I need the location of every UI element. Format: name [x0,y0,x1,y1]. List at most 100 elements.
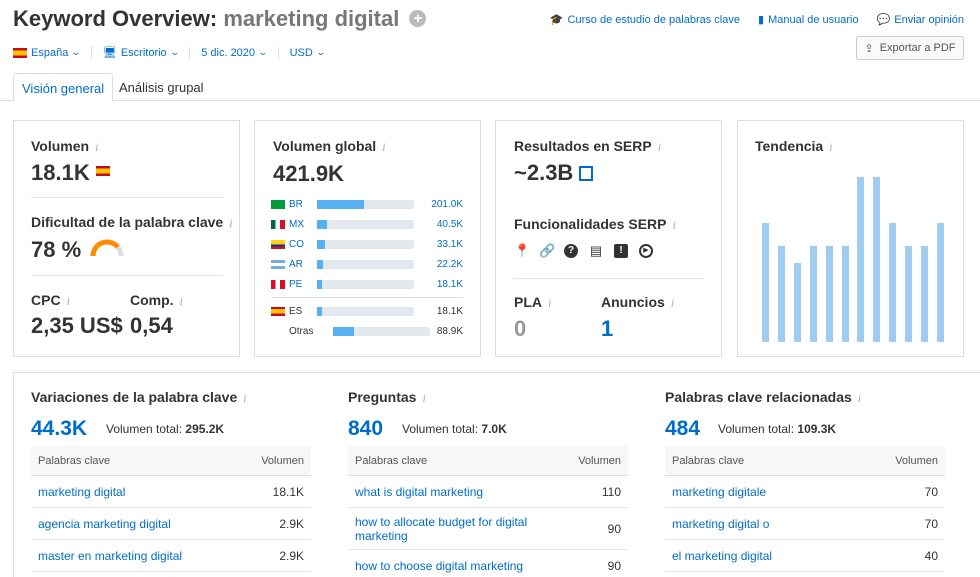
col-keyword-header[interactable]: Palabras clave [38,454,111,467]
tabs-bar: Visión general Análisis grupal [0,72,980,102]
tab-group-analysis[interactable]: Análisis grupal [119,80,204,95]
serp-snapshot-icon[interactable] [579,166,594,181]
difficulty-gauge-icon [90,239,124,257]
trend-bar[interactable] [936,223,944,342]
comp-value: 0,54 [130,313,173,338]
keyword-volume: 2.9K [279,516,304,531]
trend-bar[interactable] [794,262,802,342]
country-volume: 201.0K [431,198,463,210]
serp-card: Resultados en SERP i ~2.3B Funcionalidade… [495,120,722,357]
info-icon[interactable]: i [229,216,233,230]
col-volume-header[interactable]: Volumen [261,454,304,467]
trend-bar[interactable] [873,177,881,342]
location-pin-icon[interactable]: 📍 [514,243,531,258]
serp-results-value: ~2.3B [514,160,594,186]
add-plus-icon[interactable]: + [409,10,427,27]
comp-label-text: Comp. [130,292,174,308]
info-icon[interactable]: i [670,296,675,310]
country-row[interactable]: BR 201.0K [271,194,463,214]
info-icon[interactable]: i [857,391,862,405]
country-share-fill [317,306,322,316]
country-volume: 33.1K [436,238,463,250]
date-select[interactable]: 5 dic. 2020 ⌄ [189,46,277,59]
related-total: Volumen total: 109.3K [718,422,836,436]
ads-value[interactable]: 1 [601,316,614,341]
info-icon[interactable]: i [422,391,426,405]
country-row[interactable]: CO 33.1K [271,234,463,254]
table-row: el marketing digital 40 [665,540,945,572]
variations-label: Variaciones de la palabra clave i [31,389,247,406]
col-volume-header[interactable]: Volumen [895,454,938,467]
keyword-volume: 40 [924,548,938,563]
col-keyword-header[interactable]: Palabras clave [355,454,428,467]
export-pdf-button[interactable]: ⇪ Exportar a PDF [856,36,964,60]
country-select[interactable]: España ⌄ [13,47,91,59]
country-row[interactable]: MX 40.5K [271,214,463,234]
graduation-cap-icon: 🎓 [549,14,564,26]
country-value: España [31,46,69,59]
trend-bar[interactable] [904,246,912,342]
global-volume-value: 421.9K [273,161,344,186]
ads-label-text: Anuncios [601,294,665,310]
currency-select[interactable]: USD ⌄ [277,46,336,59]
keyword-link[interactable]: what is digital marketing [355,484,484,499]
device-select[interactable]: 🖥 Escritorio ⌄ [90,46,189,59]
trend-bar[interactable] [778,246,786,342]
trend-bar[interactable] [857,177,865,342]
trend-bar[interactable] [889,223,897,342]
country-row[interactable]: AR 22.2K [271,254,463,274]
info-icon[interactable]: i [66,294,70,308]
trend-bar[interactable] [825,246,833,342]
cpc-label-text: CPC [31,292,61,308]
document-icon[interactable]: ▤ [589,243,603,258]
trend-bar[interactable] [762,223,770,342]
variations-table: Palabras clave Volumen marketing digital 18… [31,446,311,572]
keyword-link[interactable]: how to choose digital marketing [355,558,524,573]
table-header: Palabras clave Volumen [31,446,311,476]
variations-count[interactable]: 44.3K [31,417,88,440]
keyword-link[interactable]: marketing digitale [672,484,767,499]
keyword-link[interactable]: marketing digital [38,484,126,499]
course-link[interactable]: 🎓 Curso de estudio de palabras clave [550,13,740,26]
keyword-link[interactable]: agencia marketing digital [38,516,171,531]
keyword-link[interactable]: master en marketing digital [38,548,183,563]
trend-bar[interactable] [809,246,817,342]
related-table: Palabras clave Volumen marketing digitale 7… [665,446,945,572]
info-icon[interactable]: i [672,218,676,232]
country-share-bar [317,199,414,209]
question-icon[interactable]: ? [564,244,578,258]
faq-icon[interactable]: ! [614,244,628,258]
col-volume-header[interactable]: Volumen [578,454,621,467]
trend-bar[interactable] [841,246,849,342]
device-value: Escritorio [120,46,167,59]
keyword-link[interactable]: marketing digital o [672,516,770,531]
country-row[interactable]: PE 18.1K [271,274,463,294]
related-total-label: Volumen total: [718,422,795,436]
related-count[interactable]: 484 [665,417,701,440]
video-icon[interactable]: ▶ [639,244,653,258]
link-icon[interactable]: 🔗 [539,243,556,258]
info-icon[interactable]: i [829,140,833,154]
tab-overview[interactable]: Visión general [13,73,114,102]
col-keyword-header[interactable]: Palabras clave [672,454,745,467]
info-icon[interactable]: i [243,391,247,405]
manual-link[interactable]: ▮ Manual de usuario [758,13,859,26]
trend-bar[interactable] [920,246,928,342]
info-icon[interactable]: i [95,140,99,154]
info-icon[interactable]: i [548,296,552,310]
serp-features-label: Funcionalidades SERP i [514,216,676,233]
trend-card: Tendencia i [737,120,964,357]
divider [271,297,463,298]
trend-label: Tendencia i [755,138,833,155]
keyword-link[interactable]: el marketing digital [672,548,773,563]
serp-features-icons: 📍 🔗 ? ▤ ! ▶ [514,244,653,258]
info-icon[interactable]: i [179,294,183,308]
keyword-link[interactable]: how to allocate budget for digital marke… [355,514,528,543]
info-icon[interactable]: i [657,140,662,154]
questions-count[interactable]: 840 [348,417,384,440]
info-icon[interactable]: i [382,140,386,154]
difficulty-value: 78 % [31,237,82,262]
feedback-link[interactable]: 💬 Enviar opinión [877,13,964,26]
spain-flag-icon [95,166,110,176]
variations-total: Volumen total: 295.2K [106,422,224,436]
